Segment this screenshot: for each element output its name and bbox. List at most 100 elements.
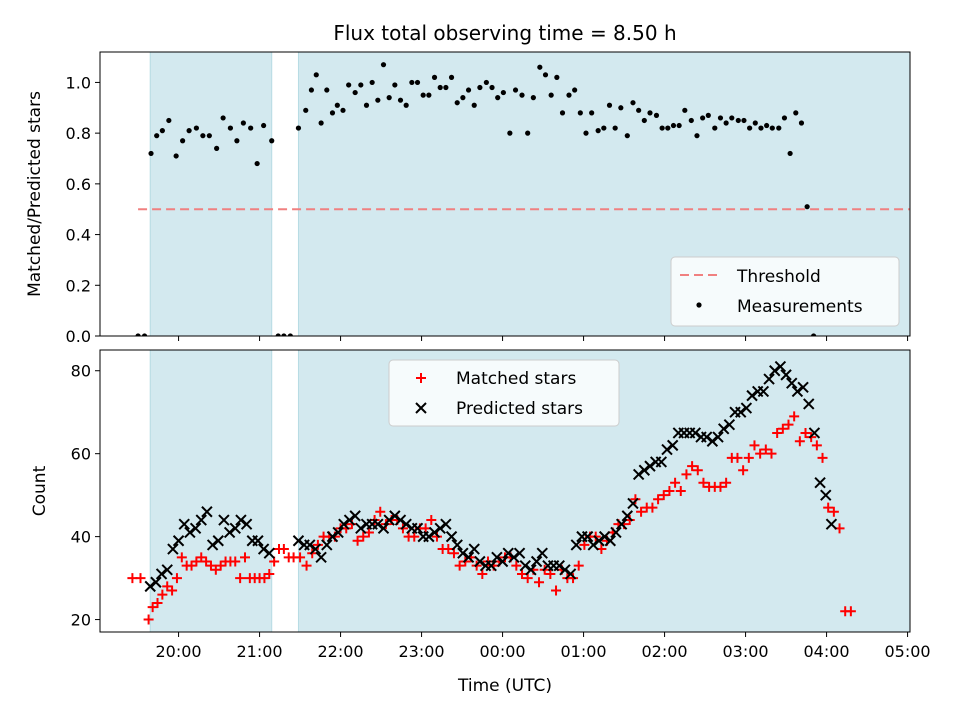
measurement-point <box>200 133 206 139</box>
measurement-point <box>512 87 519 93</box>
predicted-point <box>621 510 634 522</box>
predicted-point <box>377 522 390 535</box>
measurement-point <box>717 115 724 121</box>
measurement-point <box>845 0 850 3</box>
legend-measurements-label: Measurements <box>737 297 863 317</box>
matched-point <box>167 585 178 596</box>
predicted-point <box>229 522 241 535</box>
measurement-point <box>443 84 449 91</box>
matched-point <box>409 531 420 542</box>
measurement-point <box>329 110 336 116</box>
bottom-panel: 20 40 60 80 20:00 21:00 22:00 23:00 00:00 01:00 02… <box>30 349 931 661</box>
predicted-point <box>644 460 656 472</box>
predicted-point <box>315 551 327 564</box>
measurement-point <box>665 125 671 131</box>
y-tick-label: 80 <box>71 362 91 381</box>
measurement-point <box>420 92 426 98</box>
measurement-point <box>758 125 764 131</box>
measurement-point <box>764 122 770 129</box>
measurement-point <box>220 115 226 121</box>
predicted-point <box>206 539 219 551</box>
matched-point <box>352 535 363 546</box>
measurement-point <box>566 92 572 98</box>
matched-point <box>171 573 182 584</box>
measurement-point <box>769 125 775 131</box>
matched-point <box>511 560 522 571</box>
measurement-point <box>254 160 260 167</box>
measurement-point <box>636 107 642 113</box>
measurement-point <box>454 100 460 106</box>
measurement-point <box>723 120 729 126</box>
measurement-point <box>275 333 281 336</box>
predicted-point <box>593 535 605 547</box>
matched-point <box>675 486 686 496</box>
predicted-point <box>717 423 730 435</box>
matched-point <box>517 568 528 579</box>
matched-point <box>681 469 692 480</box>
predicted-point <box>700 431 713 443</box>
matched-point <box>687 461 698 472</box>
predicted-point <box>712 431 724 443</box>
legend-matched-label: Matched stars <box>456 369 576 389</box>
measurement-point <box>804 204 810 210</box>
matched-point <box>755 448 766 459</box>
measurement-point <box>465 87 472 93</box>
measurement-point <box>281 333 287 336</box>
measurement-point <box>227 125 234 131</box>
predicted-point <box>161 564 173 576</box>
matched-point <box>545 568 556 579</box>
x-tick-label: 01:00 <box>561 642 607 661</box>
measurement-point <box>414 79 421 86</box>
matched-point <box>295 552 306 563</box>
predicted-point <box>774 360 787 373</box>
predicted-point <box>814 476 826 489</box>
measurement-point <box>334 102 340 108</box>
measurement-point <box>781 115 788 121</box>
predicted-point <box>689 427 702 439</box>
measurement-point <box>392 82 398 88</box>
matched-point <box>789 411 800 422</box>
measurement-point <box>572 87 578 93</box>
matched-point <box>811 440 822 451</box>
matched-point <box>534 577 545 588</box>
matched-point <box>732 452 743 463</box>
predicted-point <box>349 510 361 522</box>
matched-point <box>636 506 647 517</box>
predicted-point <box>423 530 435 543</box>
predicted-point <box>326 530 339 543</box>
matched-point <box>551 585 562 596</box>
legend-threshold-label: Threshold <box>736 267 821 287</box>
measurement-point <box>380 62 387 68</box>
matched-point <box>738 465 749 476</box>
measurement-point <box>403 102 409 108</box>
matched-point <box>630 494 641 505</box>
measurement-point <box>489 84 495 91</box>
matched-point <box>431 531 442 542</box>
measurement-point <box>559 110 566 116</box>
measurement-point <box>705 112 711 118</box>
predicted-point <box>257 543 270 555</box>
measurement-point <box>426 92 432 98</box>
measurement-point <box>752 120 758 126</box>
matched-point <box>264 568 275 579</box>
legend-measurements-swatch <box>696 302 702 308</box>
measurement-point <box>397 97 404 103</box>
matched-point <box>477 568 488 579</box>
predicted-point <box>723 418 736 431</box>
y-axis-label: Count <box>30 465 50 516</box>
measurement-point <box>471 102 477 108</box>
matched-point <box>375 506 386 517</box>
measurement-point <box>839 0 844 3</box>
measurement-point <box>525 130 531 136</box>
matched-point <box>823 502 834 513</box>
matched-point <box>777 423 788 434</box>
matched-point <box>800 427 811 438</box>
y-tick-label: 20 <box>71 611 91 630</box>
matched-point <box>698 477 709 488</box>
matched-point <box>358 531 369 542</box>
predicted-point <box>150 576 162 588</box>
matched-point <box>573 560 584 571</box>
x-tick-label: 05:00 <box>885 642 931 661</box>
x-axis-label: Time (UTC) <box>457 676 552 696</box>
